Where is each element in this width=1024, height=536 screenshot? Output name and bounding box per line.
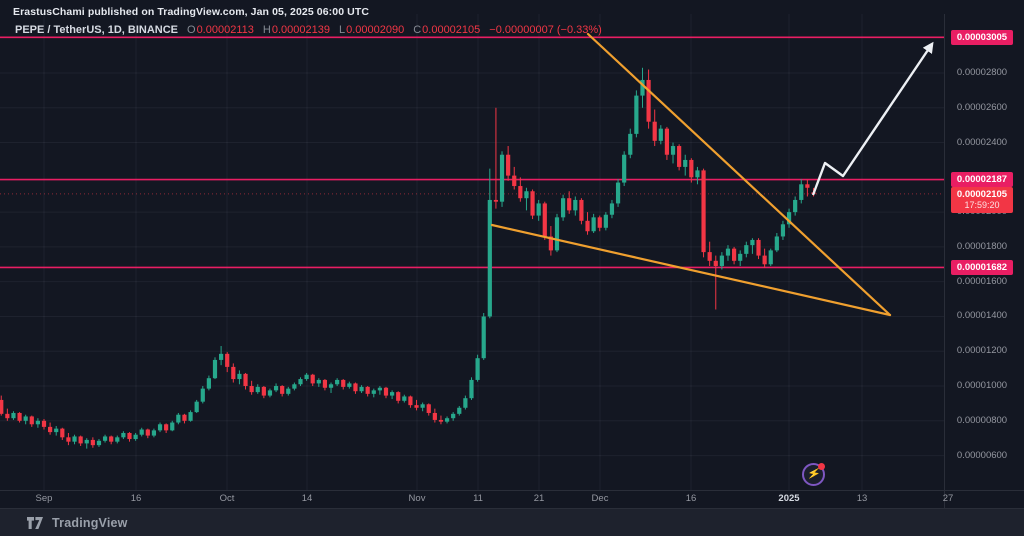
- ohlc-low: L0.00002090: [338, 24, 405, 36]
- price-tick-label: 0.00001800: [956, 240, 1008, 252]
- time-tick-label: 16: [130, 493, 142, 504]
- time-tick-label: Oct: [219, 493, 235, 504]
- time-tick-label: 27: [942, 493, 954, 504]
- time-tick-label: 2025: [778, 493, 800, 504]
- symbol-title: PEPE / TetherUS, 1D, BINANCE: [15, 24, 178, 36]
- price-tick-label: 0.00000800: [956, 414, 1008, 426]
- candlestick-series: [0, 67, 816, 449]
- price-tick-label: 0.00002800: [956, 67, 1008, 78]
- last-price-badge: 0.00002105 17:59:20: [951, 187, 1013, 213]
- swing-high-price-badge: 0.00002187: [951, 172, 1013, 187]
- price-tick-label: 0.00001000: [956, 380, 1008, 392]
- time-tick-label: 14: [301, 493, 313, 504]
- time-tick-label: 16: [685, 493, 697, 504]
- price-axis[interactable]: 0.00003005 0.00002187 0.00002105 17:59:2…: [944, 0, 1024, 508]
- tradingview-logo-icon[interactable]: [26, 516, 44, 530]
- ohlc-high: H0.00002139: [262, 24, 330, 36]
- resistance-price-badge: 0.00003005: [951, 30, 1013, 45]
- price-tick-label: 0.00002600: [956, 101, 1008, 113]
- quick-alert-button[interactable]: ⚡: [802, 463, 825, 486]
- support-price-badge: 0.00001682: [951, 260, 1013, 275]
- bar-countdown: 17:59:20: [964, 200, 1000, 210]
- attribution-text: ErastusChami published on TradingView.co…: [13, 6, 370, 18]
- ohlc-close: C0.00002105: [413, 24, 481, 36]
- time-tick-label: Sep: [35, 493, 53, 504]
- time-tick-label: Nov: [408, 493, 426, 504]
- time-tick-label: 21: [533, 493, 545, 504]
- trendline-wedge-upper[interactable]: [586, 32, 892, 317]
- ohlc-open: O0.00002113: [187, 24, 254, 36]
- trendline-wedge-lower[interactable]: [490, 223, 892, 317]
- grid-lines: [0, 14, 944, 490]
- footer-brand-text[interactable]: TradingView: [52, 516, 128, 530]
- projection-arrow[interactable]: [811, 41, 934, 196]
- time-tick-label: 11: [473, 493, 483, 504]
- price-tick-label: 0.00000600: [956, 449, 1008, 461]
- time-tick-label: Dec: [591, 493, 609, 504]
- chart-legend[interactable]: PEPE / TetherUS, 1D, BINANCE O0.00002113…: [15, 23, 602, 37]
- price-tick-label: 0.00002400: [956, 136, 1008, 148]
- time-tick-label: 13: [856, 493, 868, 504]
- change-readout: −0.00000007 (−0.33%): [489, 24, 602, 36]
- footer-bar: TradingView: [0, 508, 1024, 536]
- lightning-icon: ⚡: [805, 466, 822, 482]
- notification-dot: [818, 463, 825, 470]
- price-tick-label: 0.00001600: [956, 275, 1008, 287]
- price-tick-label: 0.00001400: [956, 310, 1008, 322]
- price-tick-label: 0.00001200: [956, 345, 1008, 357]
- attribution-bar: ErastusChami published on TradingView.co…: [13, 3, 369, 21]
- time-axis[interactable]: Sep 16 Oct 14 Nov 11 21 Dec 16 2025 13 27: [0, 490, 1024, 508]
